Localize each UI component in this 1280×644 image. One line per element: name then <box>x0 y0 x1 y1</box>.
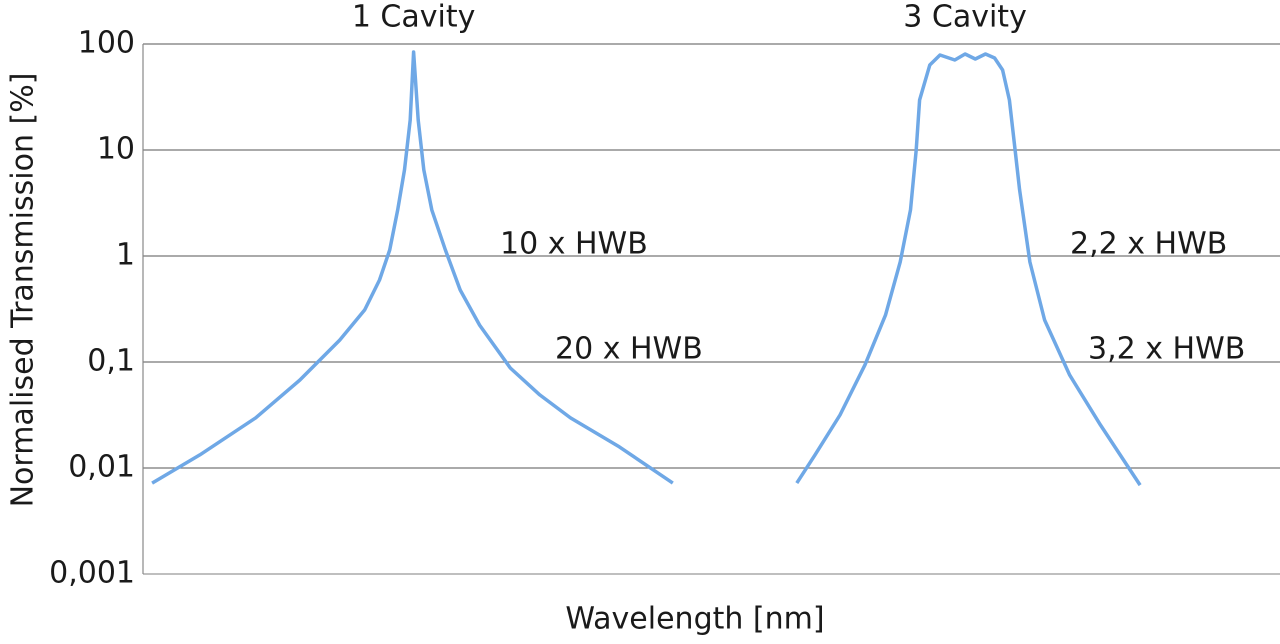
y-tick-label: 1 <box>116 238 135 273</box>
y-tick-label: 0,01 <box>68 450 135 485</box>
y-tick-label: 100 <box>78 26 135 61</box>
annotation: 3,2 x HWB <box>1088 332 1245 367</box>
y-tick-label: 0,1 <box>87 344 135 379</box>
annotation: 10 x HWB <box>500 227 648 262</box>
x-axis-label: Wavelength [nm] <box>565 602 824 637</box>
line <box>795 52 1142 487</box>
series-label: 3 Cavity <box>903 0 1027 35</box>
annotation: 2,2 x HWB <box>1070 227 1227 262</box>
annotation: 20 x HWB <box>555 332 703 367</box>
y-tick-label: 10 <box>97 132 135 167</box>
y-axis-label: Normalised Transmission [%] <box>6 73 41 508</box>
line <box>151 50 674 485</box>
y-tick-label: 0,001 <box>49 556 135 591</box>
series-label: 1 Cavity <box>352 0 476 35</box>
